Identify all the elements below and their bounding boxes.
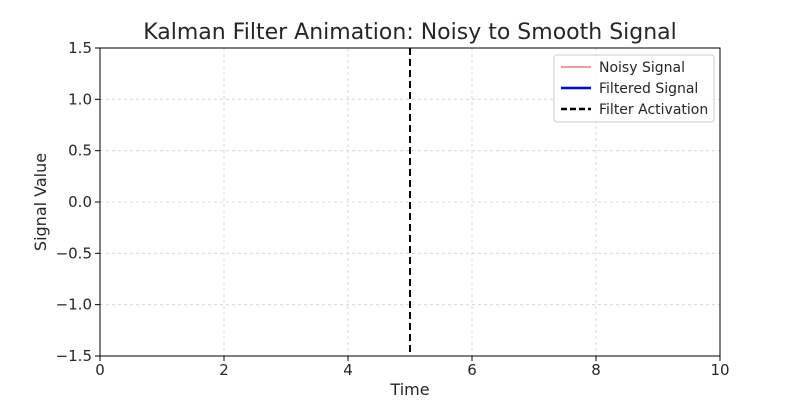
legend-box: [553, 54, 715, 123]
legend: Noisy Signal Filtered Signal Filter Activa…: [553, 54, 715, 123]
x-tick-label: 2: [219, 361, 229, 379]
y-axis-label: Signal Value: [31, 153, 50, 251]
y-tick-label: 1.0: [68, 90, 92, 108]
x-tick-label: 8: [591, 361, 601, 379]
x-axis-label: Time: [389, 380, 429, 399]
y-tick-label: 1.5: [68, 39, 92, 57]
x-tick-label: 4: [343, 361, 353, 379]
legend-label: Noisy Signal: [599, 60, 685, 76]
legend-label: Filter Activation: [599, 102, 708, 118]
y-tick-label: 0.0: [68, 193, 92, 211]
x-tick-label: 10: [710, 361, 729, 379]
y-tick-label: −1.0: [56, 296, 92, 314]
y-tick-label: −0.5: [56, 244, 92, 262]
y-ticks: −1.5 −1.0 −0.5 0.0 0.5 1.0 1.5: [56, 39, 100, 365]
x-tick-label: 0: [95, 361, 105, 379]
legend-label: Filtered Signal: [599, 81, 698, 97]
y-tick-label: 0.5: [68, 142, 92, 160]
y-tick-label: −1.5: [56, 347, 92, 365]
x-tick-label: 6: [467, 361, 477, 379]
chart-title: Kalman Filter Animation: Noisy to Smooth…: [143, 20, 677, 45]
x-ticks: 0 2 4 6 8 10: [95, 356, 730, 379]
